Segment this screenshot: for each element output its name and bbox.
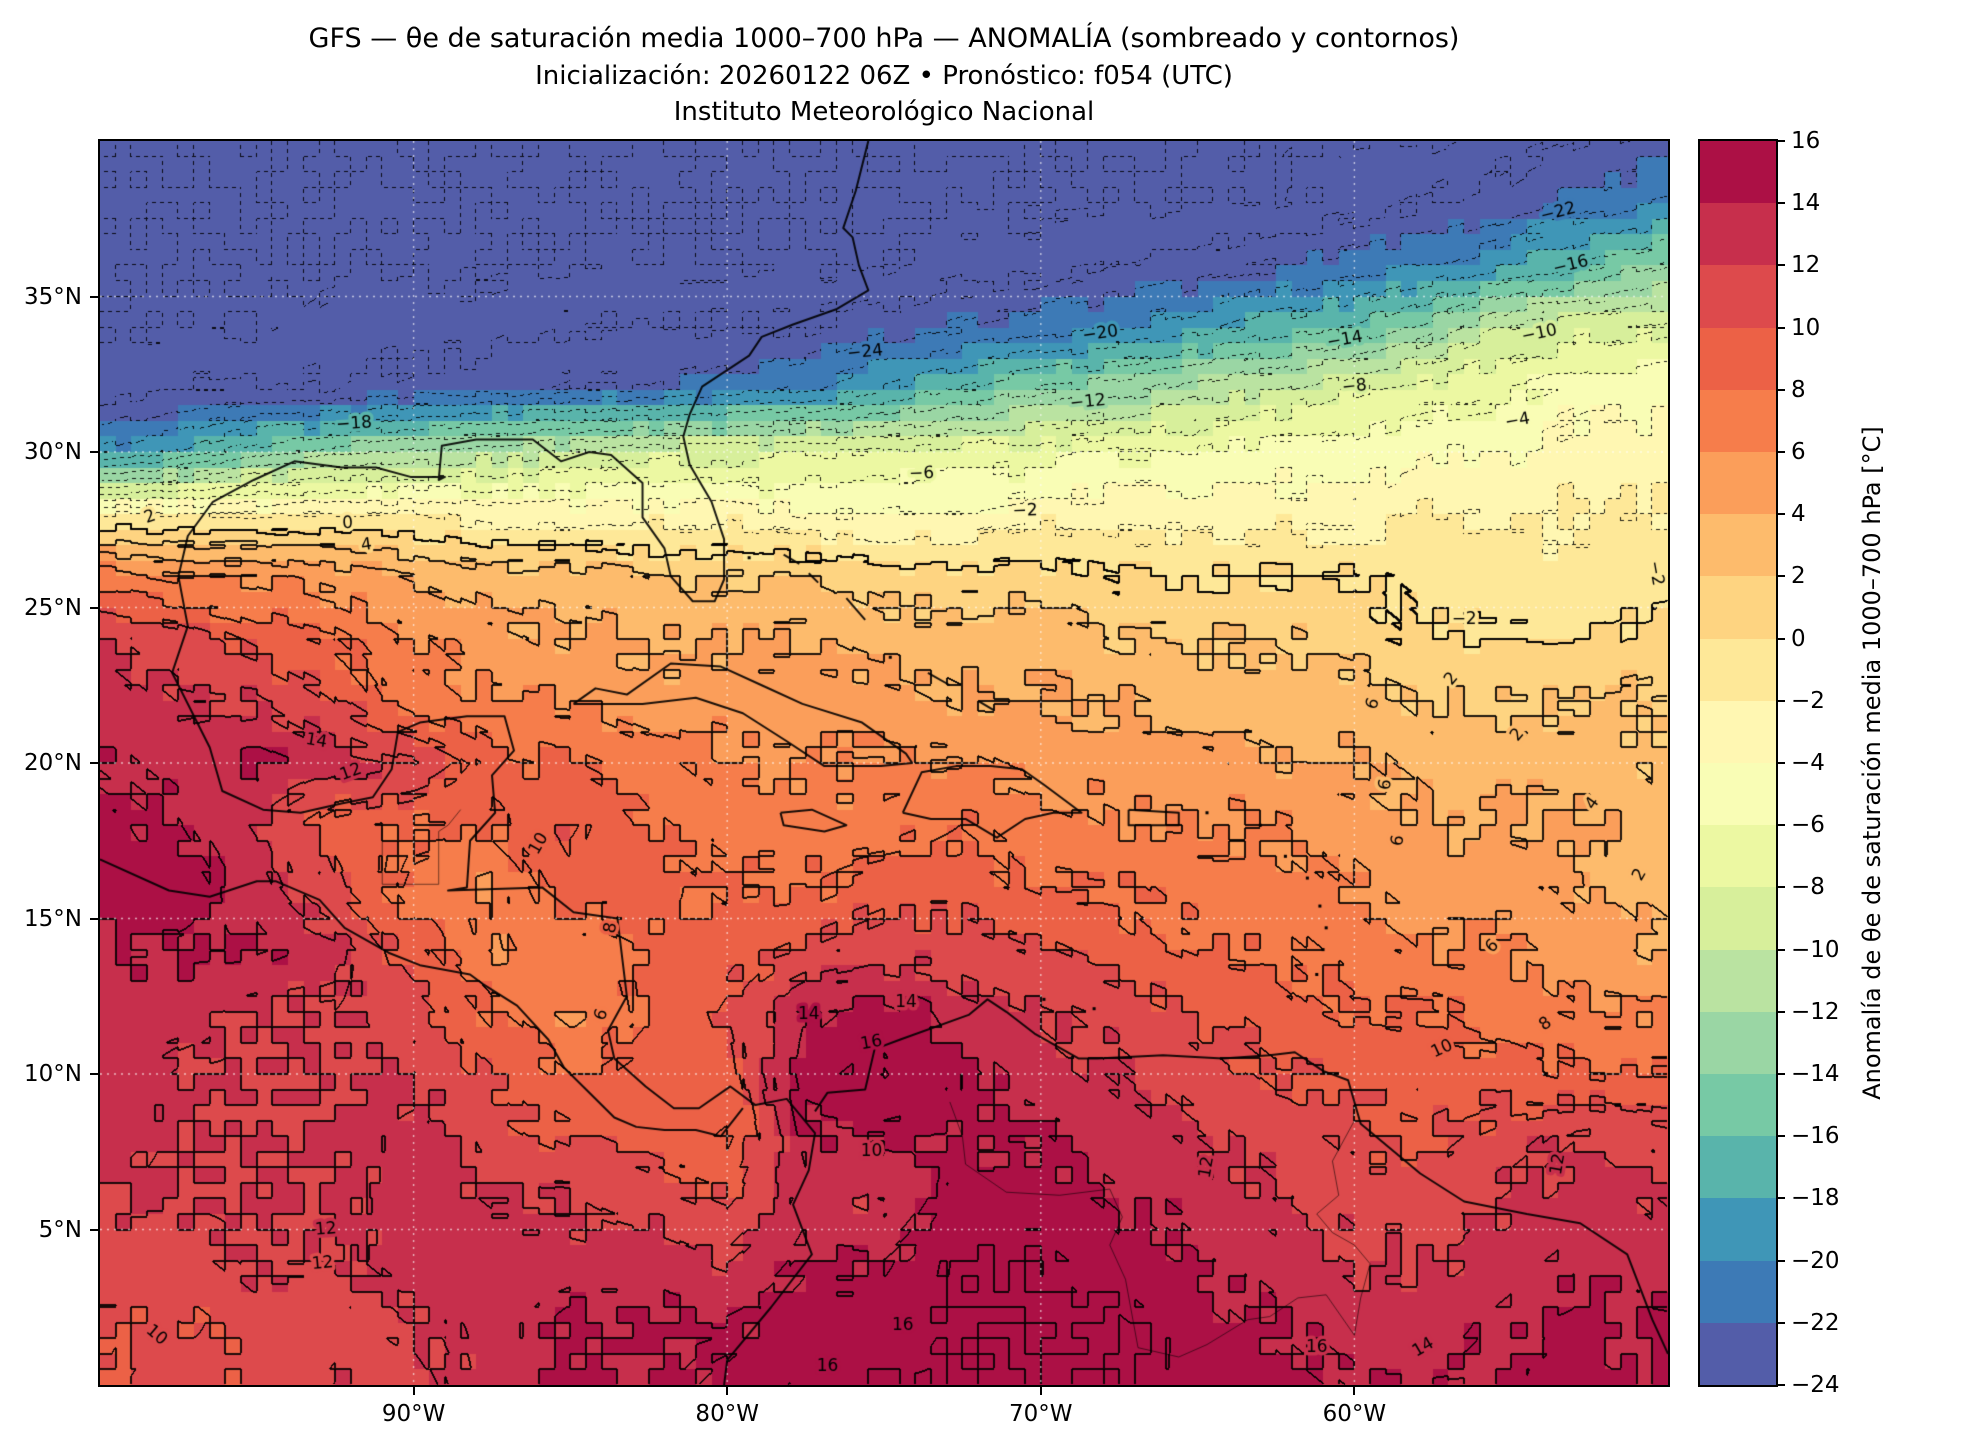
colorbar (1698, 139, 1778, 1387)
anomaly-map-canvas (100, 141, 1668, 1385)
y-axis-tickmark (90, 606, 100, 609)
colorbar-tickmark (1776, 948, 1785, 951)
figure-subtitle: Inicialización: 20260122 06Z • Pronóstic… (535, 61, 1233, 91)
colorbar-tickmark (1776, 388, 1785, 391)
colorbar-tick-label: 12 (1791, 252, 1821, 279)
colorbar-bin (1700, 638, 1776, 701)
x-axis-tickmark (726, 1385, 729, 1395)
colorbar-tick-label: −22 (1791, 1309, 1840, 1336)
colorbar-tick-label: 6 (1791, 439, 1806, 465)
y-axis-tickmark (90, 451, 100, 453)
colorbar-axis-label: Anomalía de θe de saturación media 1000–… (1858, 426, 1886, 1100)
colorbar-tickmark (1776, 202, 1785, 205)
colorbar-tick-label: −24 (1791, 1372, 1840, 1398)
x-axis-tick-label: 60°W (1322, 1401, 1387, 1427)
colorbar-tickmark (1776, 1010, 1785, 1013)
colorbar-bin (1700, 887, 1776, 950)
colorbar-tick-label: −10 (1791, 936, 1840, 963)
colorbar-bin (1700, 1136, 1776, 1199)
colorbar-tick-label: −12 (1791, 998, 1840, 1025)
colorbar-bin (1700, 327, 1776, 390)
colorbar-tickmark (1776, 1135, 1785, 1138)
colorbar-tickmark (1776, 1197, 1785, 1200)
colorbar-bin (1700, 1198, 1776, 1261)
colorbar-tick-label: −14 (1791, 1061, 1840, 1087)
map-plot-area (98, 139, 1670, 1387)
colorbar-tick-label: 10 (1791, 314, 1821, 341)
y-axis-tick-label: 5°N (38, 1216, 82, 1243)
colorbar-tickmark (1776, 1384, 1785, 1386)
colorbar-tickmark (1776, 575, 1785, 578)
colorbar-tick-label: 8 (1791, 376, 1806, 403)
colorbar-bin (1700, 1260, 1776, 1323)
colorbar-tickmark (1776, 699, 1785, 702)
x-axis-tick-label: 80°W (695, 1401, 759, 1427)
y-axis-tickmark (90, 762, 100, 764)
colorbar-tickmark (1776, 451, 1785, 453)
colorbar-tickmark (1776, 1073, 1785, 1075)
colorbar-tick-label: −2 (1791, 687, 1825, 714)
colorbar-tickmark (1776, 513, 1785, 516)
colorbar-tickmark (1776, 886, 1785, 889)
colorbar-tick-label: −16 (1791, 1123, 1840, 1150)
colorbar-bin (1700, 825, 1776, 888)
colorbar-tick-label: −4 (1791, 750, 1825, 776)
colorbar-tickmark (1776, 637, 1785, 640)
colorbar-bin (1700, 1322, 1776, 1386)
colorbar-bin (1700, 203, 1776, 266)
colorbar-tickmark (1776, 140, 1785, 142)
colorbar-tick-label: 4 (1791, 501, 1806, 528)
y-axis-tick-label: 10°N (24, 1061, 82, 1087)
colorbar-bin (1700, 452, 1776, 515)
colorbar-tick-label: −18 (1791, 1185, 1840, 1212)
y-axis-tickmark (90, 917, 100, 920)
colorbar-bin (1700, 763, 1776, 826)
y-axis-tick-label: 30°N (24, 439, 82, 465)
colorbar-bin (1700, 514, 1776, 577)
colorbar-tick-label: −20 (1791, 1247, 1840, 1274)
colorbar-bin (1700, 1074, 1776, 1137)
colorbar-tickmark (1776, 762, 1785, 764)
colorbar-bin (1700, 389, 1776, 453)
y-axis-tick-label: 25°N (24, 594, 82, 621)
x-axis-tick-label: 90°W (381, 1401, 446, 1427)
x-axis-tickmark (412, 1385, 415, 1395)
colorbar-tickmark (1776, 326, 1785, 329)
y-axis-tickmark (90, 295, 100, 298)
colorbar-tick-label: 16 (1791, 128, 1821, 154)
figure-header: GFS — θe de saturación media 1000–700 hP… (100, 20, 1668, 130)
colorbar-tick-label: 14 (1791, 190, 1821, 217)
x-axis-tickmark (1353, 1385, 1356, 1395)
figure-org-title: Instituto Meteorológico Nacional (673, 97, 1095, 127)
colorbar-bin (1700, 1011, 1776, 1075)
x-axis-tickmark (1039, 1385, 1042, 1395)
y-axis-tick-label: 35°N (24, 283, 82, 310)
colorbar-tick-label: 0 (1791, 625, 1806, 652)
colorbar-bin (1700, 576, 1776, 639)
y-axis-tick-label: 15°N (24, 905, 82, 932)
colorbar-tickmark (1776, 1259, 1785, 1262)
colorbar-bin (1700, 700, 1776, 764)
colorbar-tickmark (1776, 1321, 1785, 1324)
colorbar-bin (1700, 949, 1776, 1012)
colorbar-tickmark (1776, 824, 1785, 827)
colorbar-tick-label: −8 (1791, 874, 1825, 901)
colorbar-tick-label: −6 (1791, 812, 1825, 839)
y-axis-tick-label: 20°N (24, 750, 82, 776)
x-axis-tick-label: 70°W (1009, 1401, 1073, 1427)
figure-title: GFS — θe de saturación media 1000–700 hP… (308, 23, 1460, 54)
y-axis-tickmark (90, 1228, 100, 1231)
colorbar-tickmark (1776, 264, 1785, 267)
colorbar-bin (1700, 141, 1776, 204)
y-axis-tickmark (90, 1073, 100, 1075)
colorbar-bin (1700, 265, 1776, 328)
colorbar-tick-label: 2 (1791, 563, 1806, 590)
